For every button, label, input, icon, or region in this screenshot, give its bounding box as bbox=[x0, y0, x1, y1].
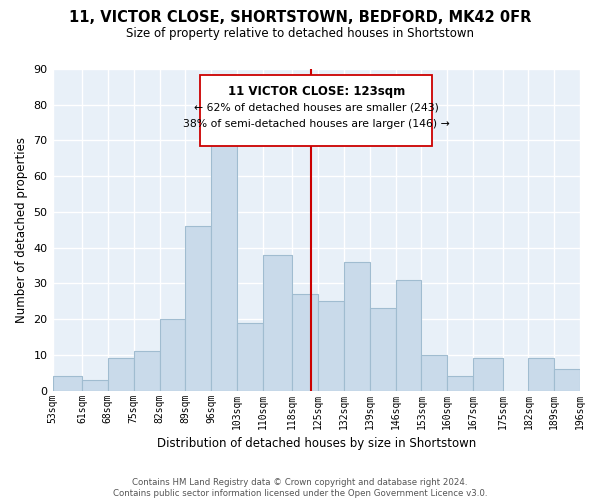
Bar bbox=[237, 322, 263, 390]
Text: 38% of semi-detached houses are larger (146) →: 38% of semi-detached houses are larger (… bbox=[183, 119, 449, 129]
Bar bbox=[344, 262, 370, 390]
Bar bbox=[263, 255, 292, 390]
Bar bbox=[200, 76, 433, 146]
X-axis label: Distribution of detached houses by size in Shortstown: Distribution of detached houses by size … bbox=[157, 437, 476, 450]
Text: 11, VICTOR CLOSE, SHORTSTOWN, BEDFORD, MK42 0FR: 11, VICTOR CLOSE, SHORTSTOWN, BEDFORD, M… bbox=[69, 10, 531, 25]
Text: Contains HM Land Registry data © Crown copyright and database right 2024.
Contai: Contains HM Land Registry data © Crown c… bbox=[113, 478, 487, 498]
Bar bbox=[554, 369, 580, 390]
Y-axis label: Number of detached properties: Number of detached properties bbox=[15, 137, 28, 323]
Bar bbox=[108, 358, 134, 390]
Text: Size of property relative to detached houses in Shortstown: Size of property relative to detached ho… bbox=[126, 28, 474, 40]
Bar bbox=[395, 280, 421, 390]
Bar bbox=[529, 358, 554, 390]
Bar bbox=[211, 134, 237, 390]
Bar bbox=[292, 294, 318, 390]
Bar bbox=[82, 380, 108, 390]
Bar bbox=[473, 358, 503, 390]
Text: ← 62% of detached houses are smaller (243): ← 62% of detached houses are smaller (24… bbox=[194, 103, 439, 113]
Bar bbox=[185, 226, 211, 390]
Bar bbox=[53, 376, 82, 390]
Bar bbox=[421, 355, 447, 390]
Bar bbox=[134, 352, 160, 391]
Bar bbox=[160, 319, 185, 390]
Bar bbox=[447, 376, 473, 390]
Text: 11 VICTOR CLOSE: 123sqm: 11 VICTOR CLOSE: 123sqm bbox=[227, 85, 405, 98]
Bar bbox=[318, 302, 344, 390]
Bar bbox=[370, 308, 395, 390]
